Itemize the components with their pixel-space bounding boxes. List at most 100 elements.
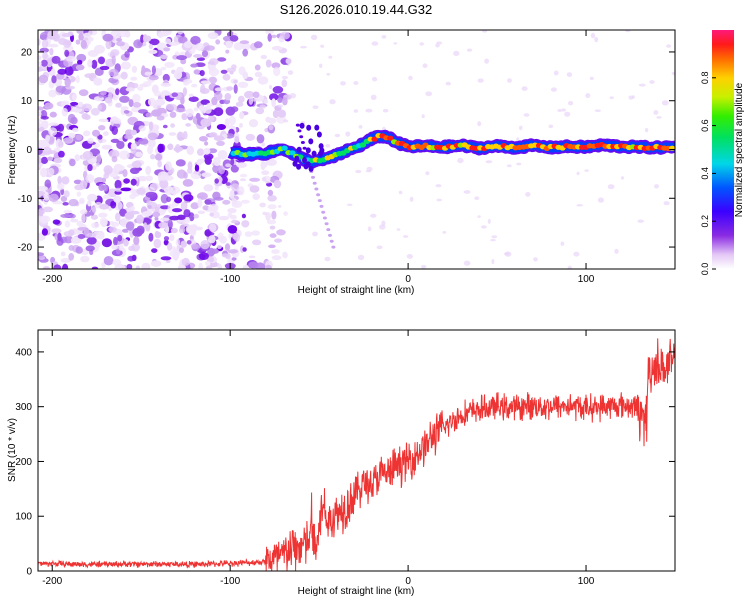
- spectrogram-cell: [186, 145, 195, 155]
- spectrogram-cell: [177, 30, 184, 35]
- spectrogram-cell: [76, 30, 84, 34]
- spectrogram-cell: [58, 140, 64, 148]
- snr-y-tick-label: 200: [15, 457, 32, 468]
- spectrogram-cell: [396, 228, 401, 231]
- spectrogram-cell: [112, 117, 122, 124]
- spectrogram-cell: [79, 209, 88, 215]
- spectrogram-cell: [372, 76, 378, 82]
- spectrogram-cell: [221, 253, 230, 258]
- spectrogram-cell: [277, 104, 284, 108]
- trace-cell: [314, 124, 320, 131]
- spectrogram-cell: [95, 162, 100, 167]
- spectrogram-cell: [491, 235, 498, 239]
- spectrogram-cell: [216, 124, 226, 130]
- spectrogram-cell: [382, 108, 389, 113]
- spectrogram-cell: [229, 35, 239, 42]
- spectrogram-cell: [436, 41, 443, 45]
- spectrogram-cell: [463, 190, 471, 194]
- spectrogram-cell: [261, 142, 266, 147]
- spectrogram-cell: [91, 59, 98, 69]
- spectrogram-cell: [66, 55, 77, 62]
- spectrogram-cell: [406, 254, 413, 259]
- spectrogram-cell: [48, 89, 57, 98]
- spectrogram-cell: [234, 136, 240, 144]
- spectrogram-cell: [321, 210, 326, 214]
- spectrogram-cell: [94, 67, 104, 77]
- spectrogram-cell: [365, 108, 373, 113]
- spectrogram-cell: [253, 41, 263, 49]
- spectrogram-cell: [57, 68, 67, 75]
- spectrogram-cell: [44, 102, 54, 110]
- spectrogram-x-axis: -200 -100 0 100: [42, 30, 595, 285]
- spectrogram-cell: [91, 222, 100, 229]
- spectrogram-cell: [115, 88, 120, 96]
- spectrogram-cell: [76, 53, 87, 62]
- spectrogram-cell: [191, 243, 199, 250]
- spectrogram-cell: [185, 108, 194, 118]
- spectrogram-cell: [153, 238, 162, 249]
- spectrogram-cell: [523, 113, 530, 117]
- spectrogram-cell: [163, 239, 169, 246]
- spectrogram-cell: [90, 214, 98, 220]
- spectrogram-cell: [42, 206, 54, 213]
- colorbar-tick-label: 0.8: [700, 72, 710, 85]
- spectrogram-x-tick-label: -100: [220, 274, 240, 285]
- spectrogram-cell: [191, 83, 198, 88]
- trace-cell: [316, 131, 322, 138]
- spectrogram-cell: [86, 232, 97, 238]
- spectrogram-cell: [69, 158, 76, 167]
- spectrogram-cell: [207, 205, 218, 212]
- spectrogram-cell: [224, 243, 231, 251]
- spectrogram-cell: [614, 248, 619, 254]
- spectrogram-cell: [142, 81, 152, 87]
- spectrogram-cell: [125, 221, 135, 231]
- spectrogram-cell: [435, 43, 440, 48]
- spectrogram-cell: [271, 46, 283, 51]
- spectrogram-cell: [48, 127, 58, 136]
- spectrogram-cell: [54, 233, 59, 240]
- spectrogram-cell: [259, 104, 267, 109]
- spectrogram-cell: [254, 64, 261, 71]
- spectrogram-cell: [357, 254, 365, 261]
- spectrogram-cell: [259, 202, 266, 208]
- spectrogram-cell: [365, 170, 372, 173]
- spectrogram-cell: [39, 215, 49, 224]
- spectrogram-cell: [271, 34, 277, 39]
- spectrogram-cell: [316, 193, 321, 197]
- spectrogram-cell: [216, 244, 222, 250]
- spectrogram-cell: [147, 204, 152, 209]
- spectrogram-cell: [263, 99, 269, 104]
- spectrogram-cell: [81, 103, 92, 112]
- spectrogram-cell: [157, 171, 169, 181]
- spectrogram-cell: [113, 195, 122, 203]
- spectrogram-cell: [381, 35, 387, 39]
- spectrogram-cell: [53, 264, 62, 269]
- spectrogram-cell: [204, 232, 215, 236]
- spectrogram-cell: [276, 229, 286, 236]
- colorbar-axis: 0.0 0.2 0.4 0.6 0.8: [700, 72, 716, 275]
- spectrogram-cell: [118, 244, 124, 251]
- spectrogram-cell: [661, 100, 669, 106]
- spectrogram-cell: [144, 71, 153, 76]
- spectrogram-cell: [214, 178, 219, 184]
- spectrogram-cell: [129, 167, 140, 174]
- snr-y-axis-label: SNR (10 * v/v): [7, 418, 18, 482]
- spectrogram-cell: [491, 258, 495, 265]
- spectrogram-cell: [370, 94, 377, 101]
- spectrogram-cell: [76, 220, 84, 227]
- spectrogram-cell: [112, 259, 122, 266]
- spectrogram-cell: [145, 165, 152, 175]
- spectrogram-cell: [68, 66, 73, 75]
- spectrogram-cell: [70, 101, 79, 106]
- spectrogram-cell: [241, 42, 251, 51]
- spectrogram-cell: [180, 96, 185, 105]
- spectrogram-cell: [203, 184, 214, 192]
- spectrogram-cell: [353, 81, 359, 85]
- spectrogram-cell: [425, 91, 433, 97]
- spectrogram-cell: [132, 102, 142, 108]
- spectrogram-cell: [116, 41, 125, 47]
- spectrogram-cell: [110, 200, 117, 209]
- spectrogram-cell: [51, 75, 57, 84]
- spectrogram-cell: [173, 146, 183, 152]
